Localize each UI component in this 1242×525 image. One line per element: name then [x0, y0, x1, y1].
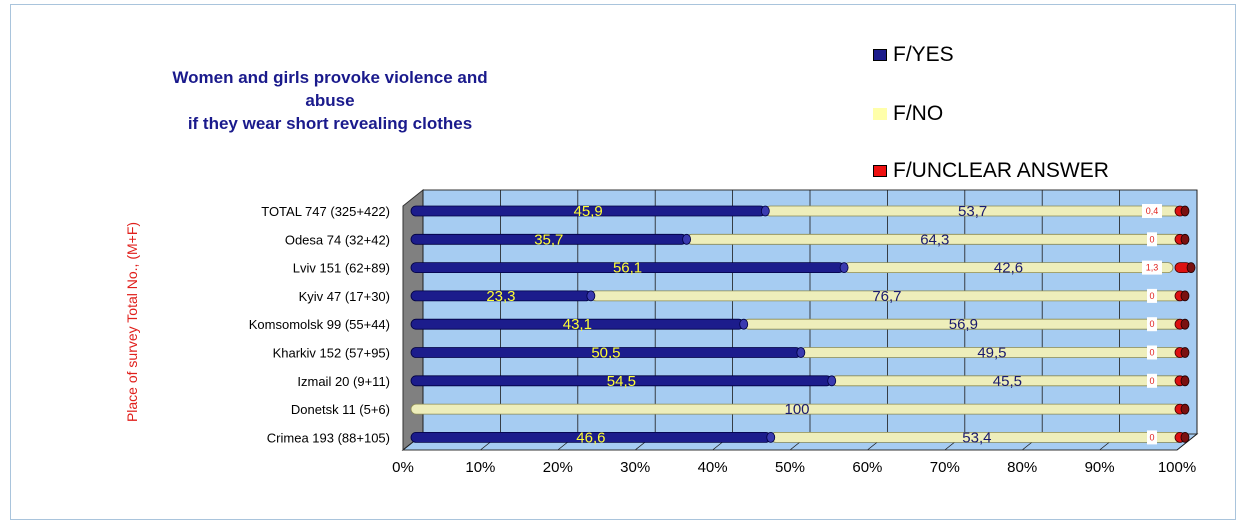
bar-end-cap	[1180, 290, 1190, 302]
category-label: Odesa 74 (32+42)	[285, 232, 390, 247]
data-label-no: 64,3	[920, 231, 949, 248]
data-label-unclear: 0	[1149, 291, 1154, 301]
chart-title: Women and girls provoke violence and abu…	[150, 66, 510, 135]
data-label-yes: 56,1	[613, 260, 642, 277]
data-label-no: 53,7	[958, 203, 987, 220]
chart-frame	[10, 4, 1236, 520]
data-label-yes: 46,6	[576, 429, 605, 446]
data-label-unclear: 0	[1149, 348, 1154, 358]
category-label: Izmail 20 (9+11)	[297, 374, 390, 389]
data-label-no: 53,4	[962, 429, 991, 446]
bar-yes-cap	[827, 375, 837, 387]
data-label-unclear-bg	[1147, 345, 1157, 360]
data-label-yes: 45,9	[574, 203, 603, 220]
data-label-unclear-bg	[1147, 430, 1157, 445]
x-tick-label: 50%	[775, 459, 805, 476]
data-label-unclear-bg	[1142, 204, 1162, 218]
bar-end-cap	[1180, 205, 1190, 217]
x-tick-label: 40%	[698, 459, 728, 476]
x-tick-label: 70%	[930, 459, 960, 476]
legend-label-yes: F/YES	[893, 43, 954, 66]
data-label-unclear-bg	[1147, 288, 1157, 303]
data-label-no: 45,5	[993, 373, 1022, 390]
legend-swatch-no	[873, 108, 887, 120]
x-tick-label: 30%	[620, 459, 650, 476]
x-tick-label: 80%	[1007, 459, 1037, 476]
x-tick-label: 10%	[465, 459, 495, 476]
category-label: Komsomolsk 99 (55+44)	[249, 317, 390, 332]
category-label: TOTAL 747 (325+422)	[261, 204, 390, 219]
bar-end-cap	[1180, 375, 1190, 387]
legend-item-no: F/NO	[873, 99, 943, 129]
bar-end-cap	[1180, 318, 1190, 330]
data-label-no: 42,6	[994, 260, 1023, 277]
data-label-no: 49,5	[977, 345, 1006, 362]
legend-swatch-yes	[873, 49, 887, 61]
bar-end-cap	[1180, 431, 1190, 443]
data-label-unclear: 0	[1149, 234, 1154, 244]
bar-end-cap	[1180, 233, 1190, 245]
category-label: Kyiv 47 (17+30)	[299, 289, 390, 304]
bar-end-cap	[1180, 347, 1190, 358]
data-label-unclear-bg	[1147, 373, 1157, 388]
legend: F/YES F/NO F/UNCLEAR ANSWER	[853, 35, 1193, 185]
data-label-unclear-bg	[1147, 232, 1157, 247]
data-label-yes: 23,3	[486, 288, 515, 305]
data-label-yes: 54,5	[607, 373, 636, 390]
legend-item-yes: F/YES	[873, 40, 954, 70]
legend-label-no: F/NO	[893, 102, 944, 125]
data-label-no: 56,9	[949, 316, 978, 333]
bar-yes-cap	[586, 290, 596, 302]
legend-item-unclear: F/UNCLEAR ANSWER	[873, 156, 1109, 186]
data-label-unclear-bg	[1142, 260, 1162, 275]
data-label-unclear-bg	[1147, 317, 1157, 332]
x-tick-label: 90%	[1085, 459, 1115, 476]
x-tick-label: 0%	[392, 459, 414, 476]
legend-label-unclear: F/UNCLEAR ANSWER	[893, 159, 1109, 182]
category-label: Crimea 193 (88+105)	[267, 430, 390, 445]
bar-yes-cap	[766, 431, 776, 443]
category-label: Lviv 151 (62+89)	[293, 261, 390, 276]
bar-end-cap	[1186, 262, 1196, 274]
data-label-no: 100	[784, 401, 809, 418]
data-label-unclear: 0,4	[1146, 206, 1159, 216]
data-label-unclear: 0	[1149, 432, 1154, 442]
category-label: Donetsk 11 (5+6)	[291, 402, 390, 417]
x-tick-label: 60%	[852, 459, 882, 476]
x-tick-label: 20%	[543, 459, 573, 476]
x-tick-label: 100%	[1158, 459, 1196, 476]
bar-yes-cap	[760, 205, 770, 217]
bar-yes-cap	[839, 262, 849, 274]
data-label-yes: 43,1	[563, 316, 592, 333]
bar-yes-cap	[682, 233, 692, 245]
bar-yes-cap	[796, 347, 806, 358]
bar-end-cap	[1180, 403, 1190, 415]
data-label-unclear: 1,3	[1146, 263, 1159, 273]
legend-swatch-unclear	[873, 165, 887, 177]
category-label: Kharkiv 152 (57+95)	[273, 346, 390, 361]
data-label-yes: 50,5	[591, 345, 620, 362]
data-label-unclear: 0	[1149, 319, 1154, 329]
data-label-unclear: 0	[1149, 376, 1154, 386]
data-label-yes: 35,7	[534, 231, 563, 248]
chart-title-line-2: if they wear short revealing clothes	[187, 114, 473, 133]
chart-title-line-1: Women and girls provoke violence and abu…	[172, 68, 488, 110]
bar-yes-cap	[739, 318, 749, 330]
data-label-no: 76,7	[872, 288, 901, 305]
